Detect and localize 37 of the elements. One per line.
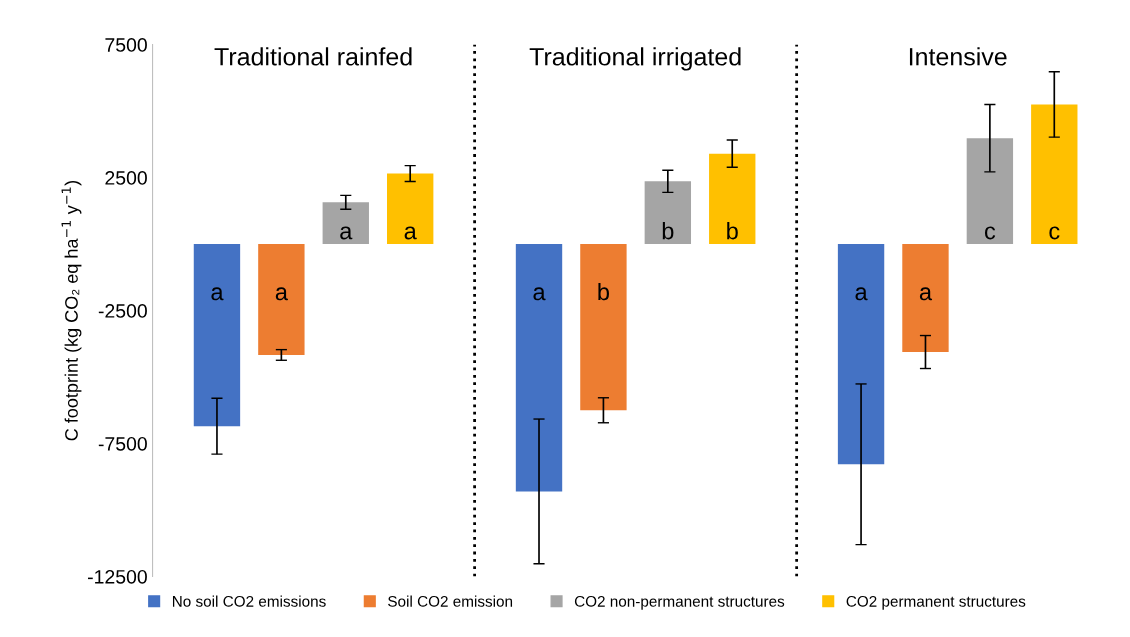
bar — [193, 244, 241, 427]
bar — [902, 244, 949, 353]
data-label: a — [340, 226, 353, 240]
bar — [258, 244, 305, 355]
data-label: b — [662, 222, 674, 240]
bar — [709, 153, 756, 245]
data-label: c — [1049, 226, 1060, 240]
legend-label: Soil CO2 emission — [388, 595, 513, 607]
bar — [644, 181, 692, 245]
legend-label: CO2 non-permanent structures — [574, 595, 785, 610]
data-label: a — [211, 287, 224, 301]
bar — [837, 244, 885, 465]
bar — [966, 138, 1014, 245]
x-tick-label: Traditional rainfed — [214, 47, 412, 66]
data-label: a — [533, 287, 546, 301]
y-axis-title: C footprint (kg CO₂ eq ha$^{−1}$ y$^{−1}$) — [61, 181, 82, 441]
y-tick-label: 7500 — [105, 38, 147, 52]
legend-label: CO2 permanent structures — [846, 595, 1026, 610]
bar — [580, 244, 627, 411]
data-label: a — [275, 287, 288, 301]
data-label: b — [598, 282, 609, 301]
data-label: a — [404, 226, 417, 240]
data-label: b — [727, 222, 738, 240]
data-label: a — [919, 287, 933, 301]
bar — [1031, 104, 1078, 245]
legend-label: No soil CO2 emissions — [172, 595, 326, 607]
x-tick-label: Intensive — [909, 47, 1007, 66]
y-tick-label: -12500 — [88, 569, 147, 584]
data-label: a — [855, 287, 868, 301]
y-tick-label: -2500 — [98, 304, 147, 318]
x-tick-label: Traditional irrigated — [529, 47, 741, 71]
bar — [387, 173, 434, 245]
y-tick-label: 2500 — [105, 171, 147, 185]
data-label: c — [984, 226, 996, 240]
bar — [322, 202, 369, 245]
bar — [515, 244, 563, 492]
y-tick-label: -7500 — [98, 436, 147, 451]
